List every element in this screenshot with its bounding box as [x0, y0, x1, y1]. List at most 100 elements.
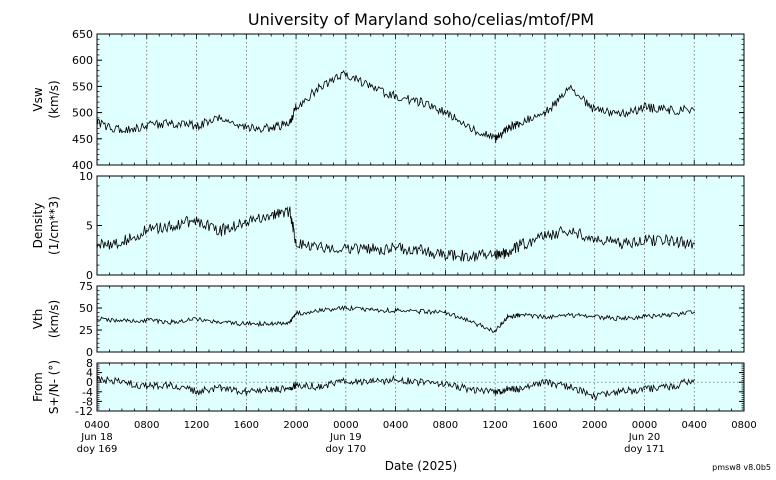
data-point [494, 138, 496, 140]
data-point [395, 247, 397, 249]
data-point [569, 88, 571, 90]
data-point [506, 127, 509, 129]
x-tick-label: 1600 [234, 420, 259, 431]
data-point [320, 386, 322, 388]
data-point [519, 388, 521, 390]
data-point [395, 96, 397, 98]
data-point [146, 319, 148, 321]
y-tick-label: 600 [72, 54, 93, 67]
data-point [195, 125, 198, 127]
y-tick-label: -12 [75, 405, 93, 418]
data-point [643, 388, 646, 390]
data-point [469, 127, 471, 129]
data-point [618, 242, 621, 244]
data-series-line [96, 304, 695, 334]
x-tick-label: doy 170 [326, 444, 367, 455]
version-label: pmsw8 v8.0b5 [712, 463, 771, 472]
chart-title: University of Maryland soho/celias/mtof/… [248, 10, 594, 29]
data-point [643, 316, 646, 318]
data-point [289, 388, 291, 390]
data-point [419, 101, 422, 103]
data-point [469, 320, 471, 322]
data-point [195, 391, 198, 393]
data-point [289, 122, 291, 124]
panel-1: 400 450 500 550 600 650 Vsw (km/s) [31, 28, 745, 172]
y-axis-label: (1/cm**3) [47, 196, 61, 255]
data-point [370, 248, 372, 250]
data-point [295, 106, 297, 108]
data-point [693, 109, 695, 111]
y-axis-label: S+/N- (°) [47, 360, 61, 414]
panel-background [97, 363, 744, 411]
x-tick-label: Jun 20 [628, 432, 661, 443]
data-point [171, 321, 173, 323]
y-axis-label: Vth [31, 309, 45, 330]
y-tick-label: 0 [86, 269, 93, 282]
y-tick-label: 400 [72, 159, 93, 172]
data-point [544, 316, 546, 318]
data-point [506, 252, 509, 254]
data-point [195, 317, 198, 320]
x-tick-label: 2000 [582, 420, 607, 431]
x-tick-label: 0400 [383, 420, 408, 431]
data-point [220, 386, 223, 388]
data-point [370, 381, 372, 383]
data-point [618, 391, 621, 393]
data-point [270, 323, 272, 325]
y-tick-label: 50 [79, 302, 93, 315]
data-point [594, 109, 596, 111]
data-point [171, 224, 173, 227]
data-point [618, 317, 621, 320]
data-point [295, 312, 297, 314]
data-point [245, 127, 247, 129]
data-point [444, 384, 446, 386]
y-tick-label: 25 [79, 324, 93, 337]
data-point [519, 122, 521, 124]
data-point [444, 311, 446, 313]
y-tick-label: 650 [72, 28, 93, 41]
x-tick-label: 0000 [632, 420, 657, 431]
data-point [693, 311, 695, 313]
data-point [220, 229, 223, 232]
panel-3: 0 25 50 75 Vth (km/s) [31, 280, 745, 359]
data-point [245, 219, 247, 222]
y-tick-label: 550 [72, 80, 93, 93]
x-tick-label: 0400 [84, 420, 109, 431]
y-axis-label: Density [31, 203, 45, 249]
data-point [270, 127, 272, 129]
data-point [370, 85, 372, 87]
data-point [220, 322, 223, 324]
data-point [544, 112, 546, 114]
data-point [320, 246, 322, 248]
data-point [544, 234, 546, 236]
data-point [289, 322, 291, 324]
y-tick-label: 500 [72, 107, 93, 120]
data-point [643, 239, 646, 241]
data-series-line [96, 70, 695, 143]
data-point [594, 396, 596, 398]
data-point [345, 72, 347, 74]
data-point [270, 215, 272, 217]
y-tick-label: 0 [86, 376, 93, 389]
data-point [506, 316, 509, 318]
x-tick-label: 1200 [184, 420, 209, 431]
x-tick-label: 1200 [482, 420, 507, 431]
data-point [345, 246, 347, 248]
panel-background [97, 286, 744, 352]
y-tick-label: 4 [86, 367, 93, 380]
data-point [419, 249, 422, 251]
data-point [618, 114, 621, 116]
data-point [121, 241, 123, 243]
data-point [544, 381, 546, 383]
data-point [668, 314, 670, 316]
y-tick-label: 10 [79, 170, 93, 183]
y-tick-label: -4 [82, 386, 93, 399]
data-point [345, 379, 347, 381]
y-axis-label: (km/s) [47, 80, 61, 118]
data-point [469, 255, 471, 257]
y-tick-label: 450 [72, 133, 93, 146]
data-point [245, 391, 247, 393]
data-point [289, 210, 291, 212]
